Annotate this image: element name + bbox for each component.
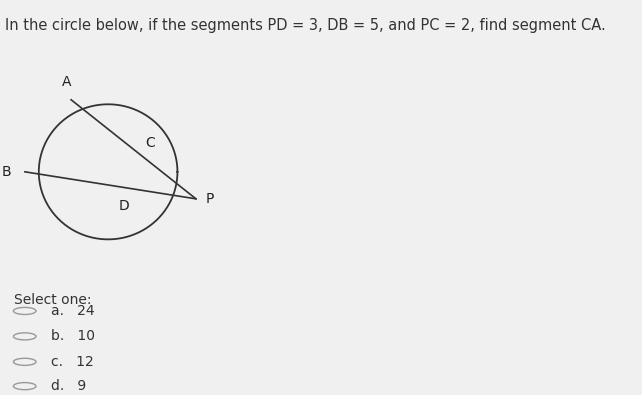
Text: c.   12: c. 12 [51, 355, 94, 369]
Text: Select one:: Select one: [14, 293, 92, 307]
Text: a.   24: a. 24 [51, 304, 95, 318]
Text: In the circle below, if the segments PD = 3, DB = 5, and PC = 2, find segment CA: In the circle below, if the segments PD … [5, 18, 606, 33]
Text: D: D [119, 199, 130, 213]
Text: A: A [62, 75, 71, 88]
Text: B: B [1, 165, 11, 179]
Text: b.   10: b. 10 [51, 329, 95, 343]
Text: C: C [145, 135, 155, 150]
Text: P: P [205, 192, 214, 206]
Text: d.   9: d. 9 [51, 379, 87, 393]
